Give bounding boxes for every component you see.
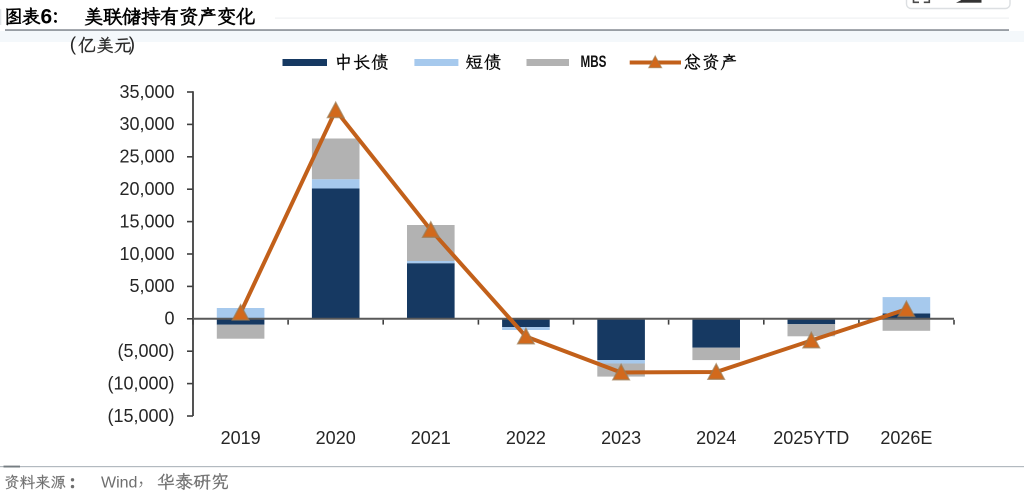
svg-text:25,000: 25,000: [119, 147, 174, 167]
svg-text:2024: 2024: [696, 428, 736, 448]
svg-text:2026E: 2026E: [880, 428, 932, 448]
svg-text:10,000: 10,000: [119, 244, 174, 264]
svg-text:2025YTD: 2025YTD: [773, 428, 849, 448]
svg-text:MBS: MBS: [581, 52, 607, 70]
svg-text:2019: 2019: [221, 428, 261, 448]
svg-text:(15,000): (15,000): [107, 406, 174, 426]
svg-text:(: (: [70, 34, 77, 55]
svg-text:(10,000): (10,000): [107, 373, 174, 393]
svg-text:6: 6: [41, 6, 53, 29]
svg-text:20,000: 20,000: [119, 179, 174, 199]
svg-text:): ): [129, 34, 135, 55]
svg-text:2023: 2023: [601, 428, 641, 448]
svg-text:Wind: Wind: [101, 475, 137, 492]
svg-text:5,000: 5,000: [129, 276, 174, 296]
svg-text:2022: 2022: [506, 428, 546, 448]
svg-text:15,000: 15,000: [119, 211, 174, 231]
svg-text:35,000: 35,000: [119, 82, 174, 102]
svg-text:2021: 2021: [411, 428, 451, 448]
svg-text:(5,000): (5,000): [117, 341, 174, 361]
svg-text:30,000: 30,000: [119, 114, 174, 134]
svg-text:0: 0: [164, 309, 174, 329]
svg-text:2020: 2020: [316, 428, 356, 448]
